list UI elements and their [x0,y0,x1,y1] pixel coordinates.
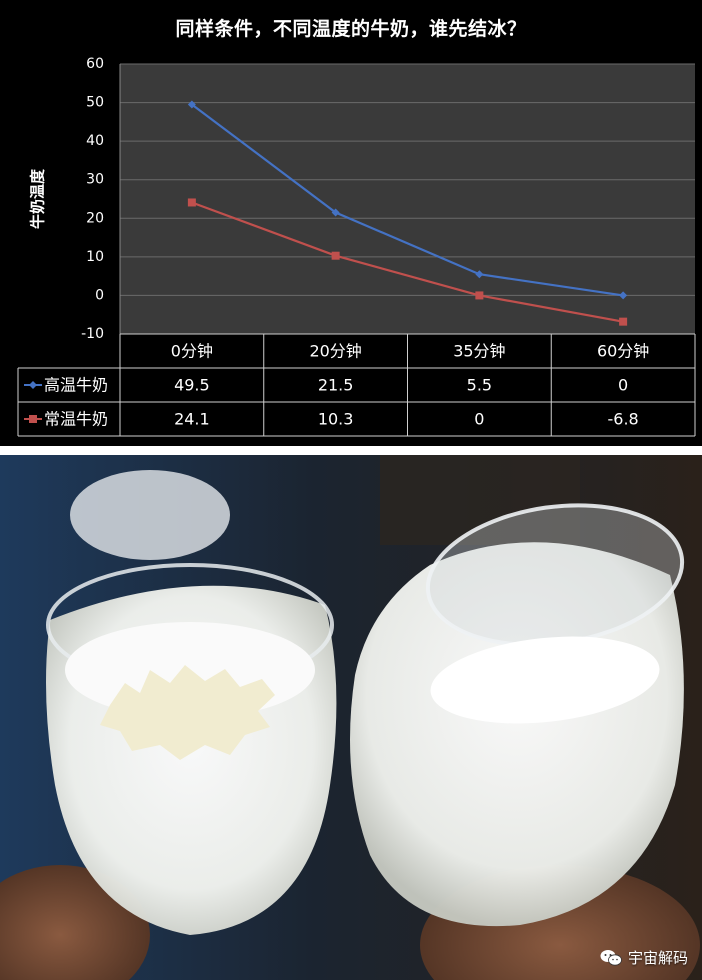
data-label: 0 [474,410,484,429]
data-point [475,270,484,279]
legend-marker [29,415,37,423]
data-label: 49.5 [174,376,210,395]
chart-title: 同样条件，不同温度的牛奶，谁先结冰？ [175,18,527,40]
data-label: -6.8 [608,410,639,429]
x-tick-label: 60分钟 [597,342,649,361]
y-tick-label: 40 [86,133,104,149]
series-line-2 [191,201,624,323]
milk-glasses-photo: 宇宙解码 [0,455,702,980]
data-point [619,291,628,300]
x-tick-label: 0分钟 [171,342,213,361]
data-point [187,198,196,207]
legend-marker [29,381,37,389]
x-tick-label: 20分钟 [309,342,361,361]
data-point [187,100,196,109]
series-line-1 [191,103,624,297]
watermark: 宇宙解码 [600,947,688,968]
wechat-icon [600,949,622,966]
y-tick-label: 20 [86,210,104,226]
y-tick-label: 50 [86,95,104,111]
y-tick-label: 60 [86,56,104,72]
y-tick-label: -10 [81,326,104,342]
y-tick-label: 0 [95,287,104,303]
data-label: 10.3 [318,410,354,429]
y-tick-label: 30 [86,172,104,188]
data-label: 24.1 [174,410,210,429]
data-label: 21.5 [318,376,354,395]
data-point [619,317,628,326]
watermark-text: 宇宙解码 [627,949,688,967]
plot-area [120,64,695,334]
legend-entry: 常温牛奶 [44,410,108,429]
legend-entry: 高温牛奶 [44,376,108,395]
x-tick-label: 35分钟 [453,342,505,361]
data-label: 0 [618,376,628,395]
data-label: 5.5 [467,376,492,395]
y-axis-label: 牛奶温度 [29,168,47,229]
y-tick-label: 10 [86,249,104,265]
data-point [331,251,340,260]
data-point [331,208,340,217]
data-point [475,291,484,300]
chart-panel: 60 50 40 30 20 10 0 -10 0分钟 20分钟 35分钟 60分钟高温牛奶 49.5… [0,0,702,446]
